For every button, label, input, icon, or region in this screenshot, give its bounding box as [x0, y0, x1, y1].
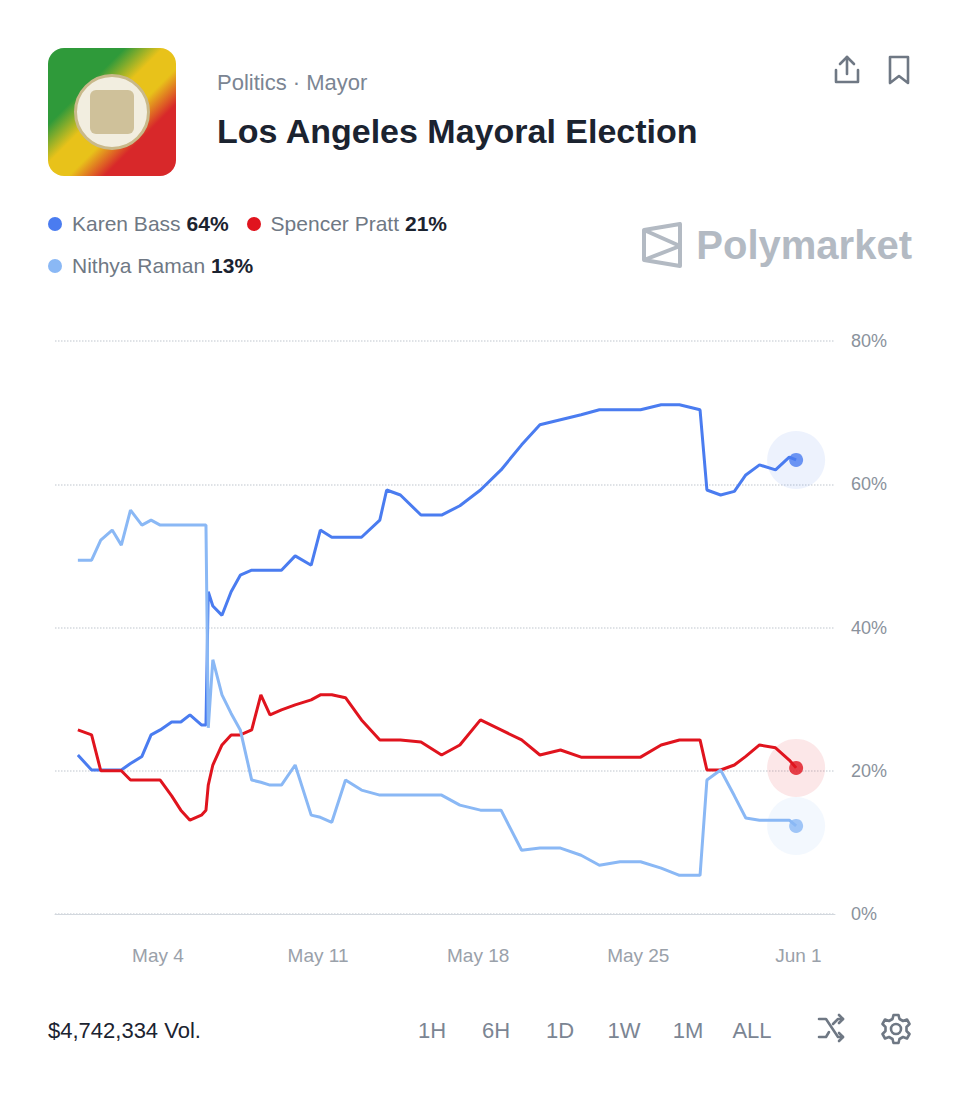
svg-text:May 18: May 18 [447, 945, 509, 966]
html-text:Los Angeles Mayoral Election: Los Angeles Mayoral Election [217, 112, 698, 150]
html-text:Polymarket: Polymarket [696, 222, 912, 267]
svg-text:Jun 1: Jun 1 [775, 945, 821, 966]
svg-text:20%: 20% [851, 761, 887, 781]
html-text:1D: 1D [545, 1018, 575, 1043]
svg-text:May 11: May 11 [288, 945, 349, 966]
html-text:Karen Bass 64%: Karen Bass 64% [72, 212, 229, 235]
svg-text:May 25: May 25 [607, 945, 669, 966]
html-text:1H: 1H [417, 1018, 447, 1043]
svg-text:80%: 80% [851, 331, 887, 351]
html-text:1M: 1M [672, 1018, 704, 1043]
html-text:Spencer Pratt 21%: Spencer Pratt 21% [270, 212, 447, 235]
html-text:Nithya Raman 13%: Nithya Raman 13% [72, 254, 254, 277]
html-text:ALL: ALL [732, 1018, 772, 1043]
svg-text:May 4: May 4 [132, 945, 184, 966]
svg-text:0%: 0% [851, 904, 877, 924]
html-text:$4,742,334 Vol.: $4,742,334 Vol. [48, 1018, 201, 1043]
svg-text:60%: 60% [851, 474, 887, 494]
svg-text:40%: 40% [851, 618, 887, 638]
html-text:1W: 1W [607, 1018, 641, 1043]
html-text:6H: 6H [481, 1018, 511, 1043]
html-text:Politics · Mayor: Politics · Mayor [217, 70, 368, 95]
